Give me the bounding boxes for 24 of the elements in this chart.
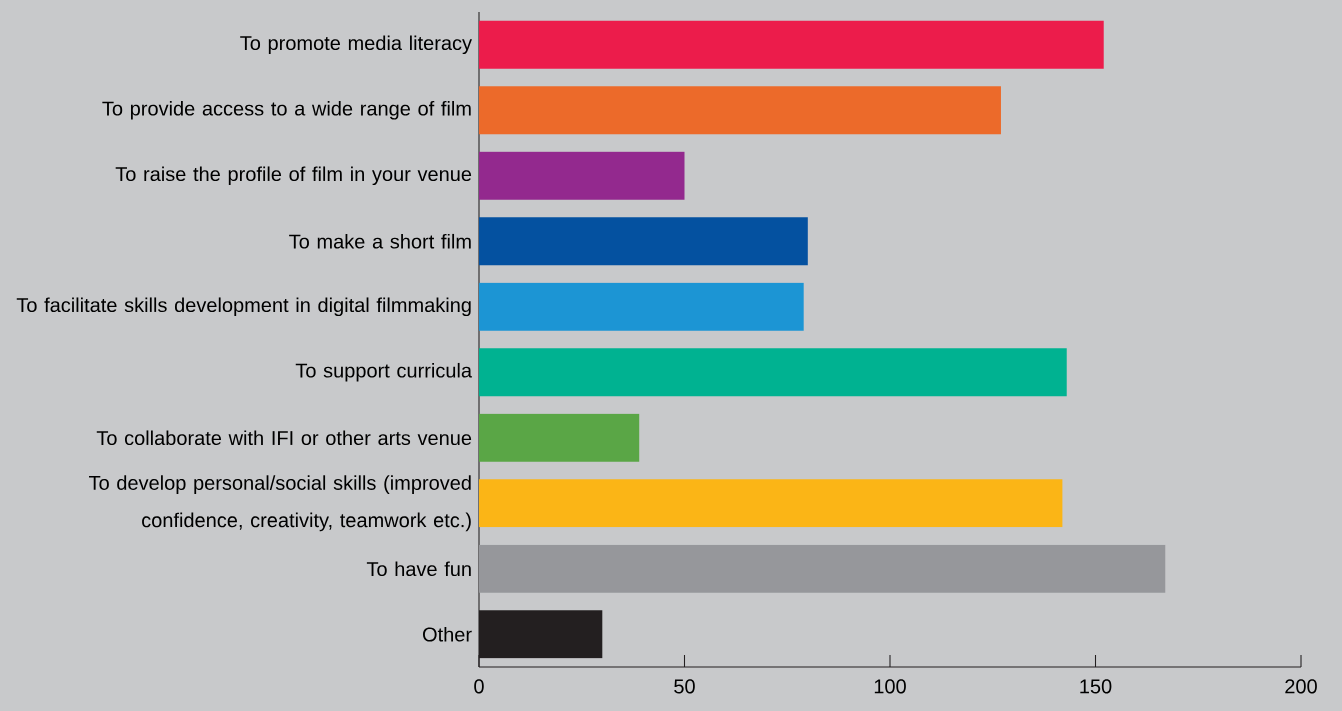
bar (479, 544, 1166, 593)
x-tick-label: 100 (874, 679, 906, 694)
bar (479, 413, 640, 462)
y-tick-label: To provide access to a wide range of film (102, 100, 471, 120)
y-tick-label: To have fun (366, 561, 471, 577)
x-tick-label: 150 (1080, 679, 1112, 694)
y-tick-label: To make a short film (289, 233, 471, 249)
y-tick-label: To support curricula (295, 362, 473, 382)
bar (479, 479, 1063, 528)
bar (479, 217, 808, 266)
x-tick-label: 0 (474, 679, 484, 694)
bar (479, 20, 1104, 69)
bar (479, 348, 1067, 397)
bar (479, 282, 804, 331)
y-tick-label: To promote media literacy (240, 35, 472, 55)
bar (479, 86, 1001, 135)
y-tick-label: To collaborate with IFI or other arts venue (96, 430, 472, 446)
y-tick-label: Other (422, 626, 472, 642)
y-tick-label: To raise the profile of film in your venue (115, 166, 472, 186)
x-tick-label: 50 (674, 679, 695, 694)
y-tick-label: To develop personal/social skills (improved confidence, creativity, teamwork etc.) (89, 475, 471, 532)
x-tick-label: 200 (1285, 679, 1317, 694)
bar (479, 151, 685, 200)
y-tick-label: To facilitate skills development in digital filmmaking (16, 297, 471, 317)
